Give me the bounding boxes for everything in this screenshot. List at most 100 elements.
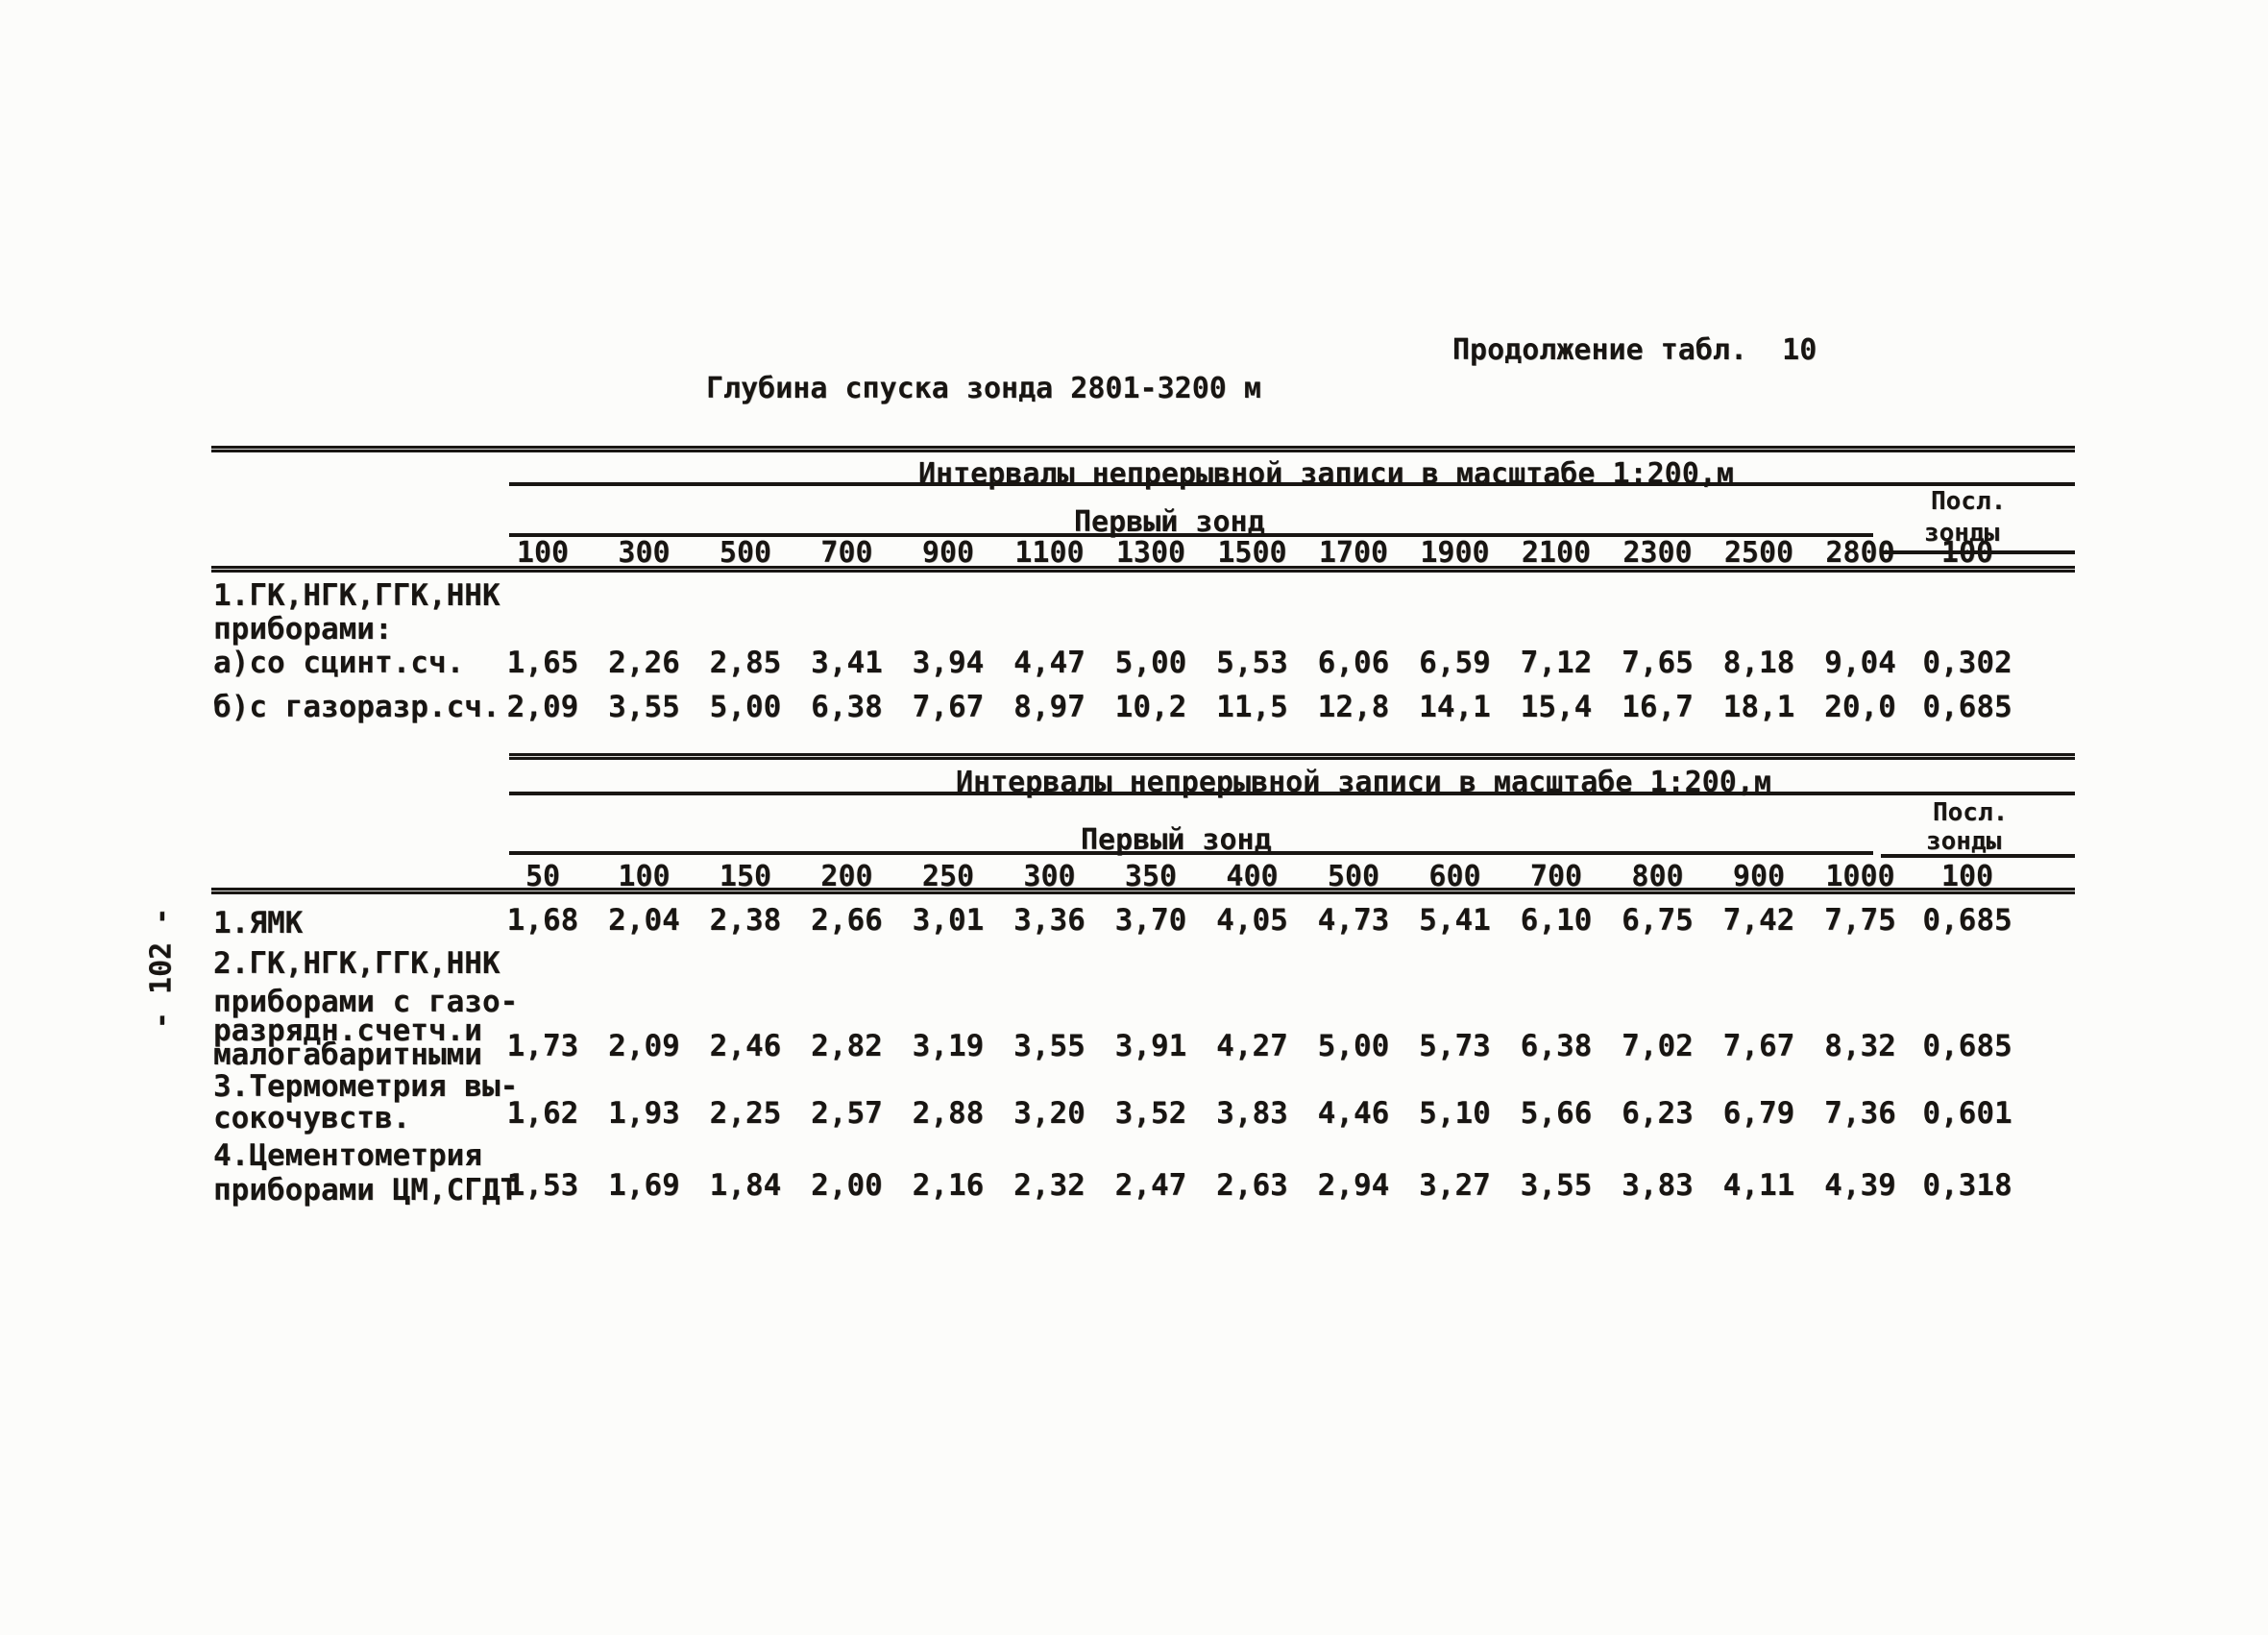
table2-column-header: 900: [1732, 860, 1786, 893]
table2-top-rule: [509, 753, 2075, 760]
table1-column-header: 1900: [1420, 536, 1490, 570]
table2-value: 1,84: [709, 1168, 782, 1203]
table1-value: 12,8: [1317, 690, 1390, 724]
table2-value: 6,75: [1622, 903, 1694, 938]
table2-column-header: 600: [1428, 860, 1481, 893]
table1-column-header: 300: [618, 536, 671, 570]
table2-value: 2,09: [608, 1029, 680, 1063]
table1-scale-rule: [509, 482, 2075, 486]
table1-column-header: 1100: [1014, 536, 1085, 570]
table2-value: 6,79: [1722, 1096, 1795, 1131]
table2-value: 5,73: [1419, 1029, 1491, 1063]
table2-first-probe-label: Первый зонд: [1081, 823, 1272, 857]
table1-value: 8,97: [1013, 690, 1085, 724]
table2-value: 4,46: [1317, 1096, 1390, 1131]
table1-value: 5,00: [709, 690, 782, 724]
table2-last-value: 0,601: [1922, 1096, 2012, 1131]
table1-first-probe-label: Первый зонд: [1074, 505, 1265, 539]
table2-value: 3,36: [1013, 903, 1085, 938]
table2-value: 7,42: [1722, 903, 1795, 938]
table2-last-value: 0,685: [1922, 1029, 2012, 1063]
table2-value: 2,66: [811, 903, 883, 938]
table2-value: 6,23: [1622, 1096, 1694, 1131]
table2-column-header: 250: [921, 860, 975, 893]
table2-row-label: 2.ГК,НГК,ГГК,ННК: [213, 946, 500, 981]
table2-value: 2,38: [709, 903, 782, 938]
table1-value: 3,55: [608, 690, 680, 724]
table1-value: 7,67: [912, 690, 985, 724]
table1-last-probe-label-line1: Посл.: [1931, 487, 2007, 516]
table1-value: 7,65: [1622, 646, 1694, 680]
table2-value: 7,75: [1824, 903, 1896, 938]
table2-value: 4,73: [1317, 903, 1390, 938]
table2-value: 3,83: [1216, 1096, 1288, 1131]
table1-column-header: 2800: [1825, 536, 1895, 570]
table-continuation-label: Продолжение табл. 10: [1452, 333, 1817, 367]
table2-value: 2,94: [1317, 1168, 1390, 1203]
table2-value: 8,32: [1824, 1029, 1896, 1063]
table2-row-label: 1.ЯМК: [213, 906, 304, 940]
table2-value: 7,67: [1722, 1029, 1795, 1063]
table1-value: 2,26: [608, 646, 680, 680]
table1-value: 3,94: [912, 646, 985, 680]
table2-scale-rule: [509, 792, 2075, 795]
table2-lastcol-rule: [1881, 854, 2075, 858]
table2-value: 2,25: [709, 1096, 782, 1131]
table1-value: 6,38: [811, 690, 883, 724]
table1-value: 18,1: [1722, 690, 1795, 724]
table1-value: 6,59: [1419, 646, 1491, 680]
table1-last-column-header: 100: [1940, 536, 1994, 570]
table1-scale-header: Интервалы непрерывной записи в масштабе …: [918, 457, 1734, 491]
table1-column-header: 2100: [1521, 536, 1592, 570]
table1-last-value: 0,685: [1922, 690, 2012, 724]
table2-column-header: 50: [524, 860, 561, 893]
table2-value: 1,53: [506, 1168, 579, 1203]
table1-column-header: 1500: [1217, 536, 1287, 570]
table1-value: 15,4: [1520, 690, 1593, 724]
table2-column-header: 100: [618, 860, 671, 893]
table2-value: 4,11: [1722, 1168, 1795, 1203]
table2-value: 2,47: [1114, 1168, 1187, 1203]
table2-column-header: 400: [1226, 860, 1279, 893]
table2-value: 5,66: [1520, 1096, 1593, 1131]
table1-row-label: а)со сцинт.сч.: [213, 646, 465, 680]
table1-header-bottom-rule: [211, 566, 2075, 573]
table1-group-label: приборами:: [213, 612, 393, 647]
table2-row-label: 4.Цементометрия: [213, 1138, 482, 1173]
table1-value: 10,2: [1114, 690, 1187, 724]
table2-last-value: 0,685: [1922, 903, 2012, 938]
table1-column-header: 500: [719, 536, 772, 570]
table2-column-header: 700: [1529, 860, 1583, 893]
table2-value: 2,88: [912, 1096, 985, 1131]
table2-value: 5,41: [1419, 903, 1491, 938]
table2-value: 3,83: [1622, 1168, 1694, 1203]
table1-value: 5,53: [1216, 646, 1288, 680]
table2-column-header: 200: [820, 860, 873, 893]
table1-column-header: 2300: [1622, 536, 1693, 570]
table2-value: 3,70: [1114, 903, 1187, 938]
table2-scale-header: Интервалы непрерывной записи в масштабе …: [956, 766, 1771, 799]
table2-value: 6,10: [1520, 903, 1593, 938]
table1-column-header: 1300: [1115, 536, 1186, 570]
table2-value: 6,38: [1520, 1029, 1593, 1063]
table2-value: 4,05: [1216, 903, 1288, 938]
table2-last-probe-label-line2: зонды: [1926, 827, 2002, 856]
table2-value: 5,10: [1419, 1096, 1491, 1131]
table2-value: 5,00: [1317, 1029, 1390, 1063]
table2-last-value: 0,318: [1922, 1168, 2012, 1203]
table1-value: 16,7: [1622, 690, 1694, 724]
table2-last-probe-label-line1: Посл.: [1933, 798, 2009, 827]
table1-value: 2,09: [506, 690, 579, 724]
table2-value: 1,62: [506, 1096, 579, 1131]
table1-value: 9,04: [1824, 646, 1896, 680]
table1-column-header: 1700: [1318, 536, 1389, 570]
table2-value: 4,27: [1216, 1029, 1288, 1063]
table1-last-probe-label-line2: зонды: [1924, 519, 2000, 548]
table2-row-label: сокочувств.: [213, 1101, 411, 1135]
table2-value: 3,20: [1013, 1096, 1085, 1131]
table1-value: 7,12: [1520, 646, 1593, 680]
page-number: - 102 -: [144, 907, 179, 1030]
table1-column-header: 700: [820, 536, 873, 570]
table1-top-rule: [211, 446, 2075, 452]
